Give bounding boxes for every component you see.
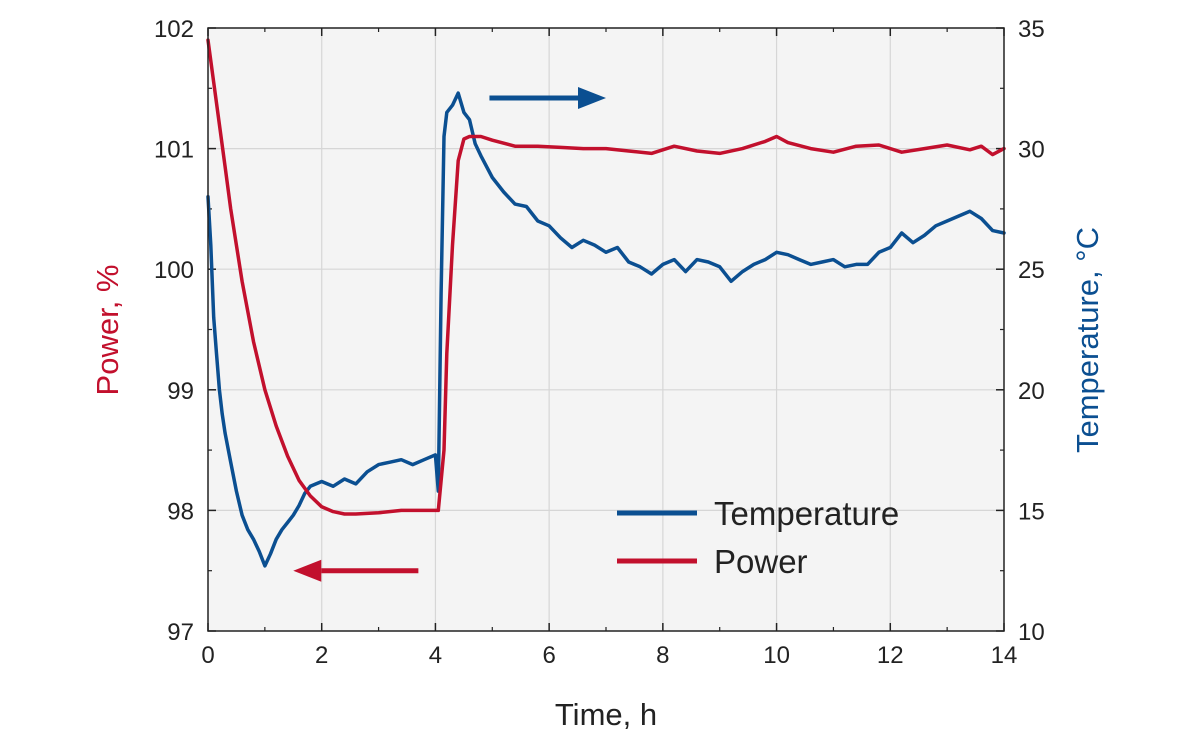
left-y-tick-label: 101 <box>154 137 194 164</box>
grid-lines <box>208 28 1004 631</box>
right-y-axis-tick-labels: 10 15 20 25 30 35 <box>1018 16 1045 646</box>
legend-label-power: Power <box>714 543 808 580</box>
x-tick-label: 0 <box>201 642 214 669</box>
x-axis-title: Time, h <box>555 697 657 732</box>
power-axis-arrow-head <box>293 559 322 582</box>
left-y-axis-tick-labels: 97 98 99 100 101 102 <box>154 16 194 646</box>
temperature-axis-arrow-head <box>578 86 606 109</box>
plot-area-background <box>208 28 1004 631</box>
plot-area-frame <box>207 27 1005 632</box>
x-tick-label: 6 <box>542 642 555 669</box>
right-y-tick-label: 35 <box>1018 16 1045 43</box>
temperature-axis-arrow <box>489 86 606 109</box>
right-y-tick-label: 25 <box>1018 257 1045 284</box>
right-y-tick-label: 15 <box>1018 498 1045 525</box>
axis-arrows <box>293 86 606 582</box>
series-lines <box>206 38 1006 568</box>
x-tick-label: 8 <box>656 642 669 669</box>
legend: Temperature Power <box>617 495 899 580</box>
left-y-tick-label: 102 <box>154 16 194 43</box>
series-line-power <box>206 38 1006 516</box>
left-y-tick-label: 99 <box>167 378 194 405</box>
x-tick-label: 2 <box>315 642 328 669</box>
x-axis-tick-labels: 0 2 4 6 8 10 12 14 <box>201 642 1017 669</box>
left-y-tick-label: 100 <box>154 257 194 284</box>
x-tick-label: 4 <box>429 642 442 669</box>
right-y-axis-title: Temperature, °C <box>1070 227 1105 453</box>
x-tick-label: 10 <box>763 642 790 669</box>
x-tick-label: 14 <box>991 642 1018 669</box>
right-y-tick-label: 10 <box>1018 619 1045 646</box>
left-y-tick-label: 98 <box>167 498 194 525</box>
left-y-axis-title: Power, % <box>90 265 125 396</box>
right-y-tick-label: 30 <box>1018 137 1045 164</box>
right-y-tick-label: 20 <box>1018 378 1045 405</box>
x-tick-label: 12 <box>877 642 904 669</box>
series-line-temperature <box>206 91 1006 568</box>
power-axis-arrow <box>293 559 419 582</box>
left-y-tick-label: 97 <box>167 619 194 646</box>
legend-label-temperature: Temperature <box>714 495 899 532</box>
